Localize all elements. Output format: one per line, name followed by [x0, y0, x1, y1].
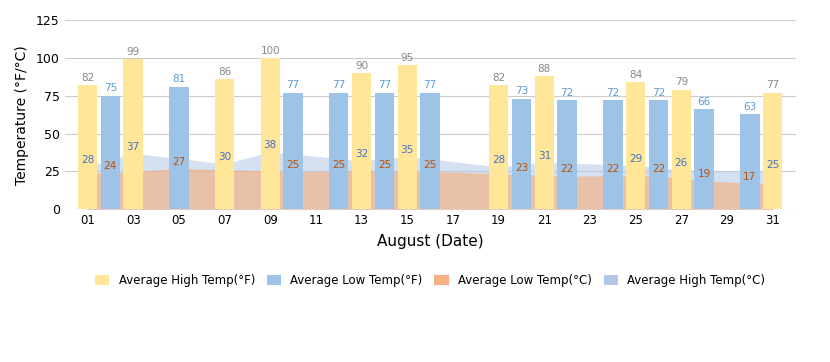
Bar	[626, 82, 646, 209]
Bar	[283, 93, 303, 209]
Text: 23: 23	[515, 163, 528, 173]
Bar	[489, 85, 508, 209]
Text: 22: 22	[606, 164, 619, 174]
Y-axis label: Temperature (°F/°C): Temperature (°F/°C)	[15, 45, 29, 185]
Bar	[169, 87, 188, 209]
Bar	[398, 66, 417, 209]
Text: 25: 25	[286, 160, 300, 170]
Text: 77: 77	[423, 80, 437, 90]
Text: 75: 75	[104, 84, 117, 93]
Bar	[671, 90, 691, 209]
Bar	[215, 79, 234, 209]
Text: 29: 29	[629, 154, 642, 164]
Bar	[740, 114, 759, 209]
Text: 25: 25	[766, 160, 779, 170]
Bar	[763, 93, 783, 209]
Bar	[535, 76, 554, 209]
Text: 38: 38	[264, 140, 277, 150]
Text: 22: 22	[652, 164, 665, 174]
Text: 72: 72	[606, 88, 619, 98]
Bar	[558, 100, 577, 209]
Text: 66: 66	[697, 97, 710, 107]
Text: 86: 86	[218, 67, 232, 77]
Text: 27: 27	[173, 157, 185, 167]
Text: 30: 30	[218, 152, 231, 162]
Text: 37: 37	[126, 142, 139, 152]
Text: 24: 24	[104, 161, 117, 172]
Text: 28: 28	[492, 155, 505, 165]
Text: 99: 99	[126, 47, 139, 57]
Text: 77: 77	[378, 80, 391, 90]
Text: 100: 100	[261, 46, 280, 56]
Text: 90: 90	[355, 61, 369, 71]
Text: 25: 25	[378, 160, 391, 170]
Text: 77: 77	[766, 80, 779, 90]
Bar	[78, 85, 97, 209]
X-axis label: August (Date): August (Date)	[377, 234, 483, 249]
Text: 19: 19	[697, 169, 710, 179]
Bar	[603, 100, 622, 209]
Text: 79: 79	[675, 77, 688, 87]
Bar	[374, 93, 394, 209]
Bar	[512, 99, 531, 209]
Text: 88: 88	[538, 64, 551, 74]
Text: 95: 95	[401, 53, 414, 63]
Text: 77: 77	[332, 80, 345, 90]
Bar	[695, 109, 714, 209]
Text: 84: 84	[629, 70, 642, 80]
Bar	[329, 93, 349, 209]
Text: 63: 63	[743, 102, 756, 111]
Text: 35: 35	[401, 145, 414, 155]
Text: 81: 81	[173, 74, 185, 84]
Legend: Average High Temp(°F), Average Low Temp(°F), Average Low Temp(°C), Average High : Average High Temp(°F), Average Low Temp(…	[89, 268, 771, 293]
Text: 77: 77	[286, 80, 300, 90]
Bar	[421, 93, 440, 209]
Text: 26: 26	[675, 159, 688, 168]
Text: 72: 72	[652, 88, 665, 98]
Bar	[261, 58, 280, 209]
Text: 22: 22	[560, 164, 574, 174]
Text: 73: 73	[515, 87, 528, 96]
Text: 17: 17	[743, 172, 756, 182]
Text: 28: 28	[81, 155, 94, 165]
Text: 31: 31	[538, 151, 551, 161]
Text: 25: 25	[332, 160, 345, 170]
Bar	[649, 100, 668, 209]
Bar	[352, 73, 371, 209]
Text: 82: 82	[81, 73, 94, 83]
Bar	[100, 96, 120, 209]
Text: 25: 25	[423, 160, 437, 170]
Text: 32: 32	[355, 149, 369, 159]
Text: 82: 82	[492, 73, 505, 83]
Bar	[124, 59, 143, 209]
Text: 72: 72	[560, 88, 574, 98]
